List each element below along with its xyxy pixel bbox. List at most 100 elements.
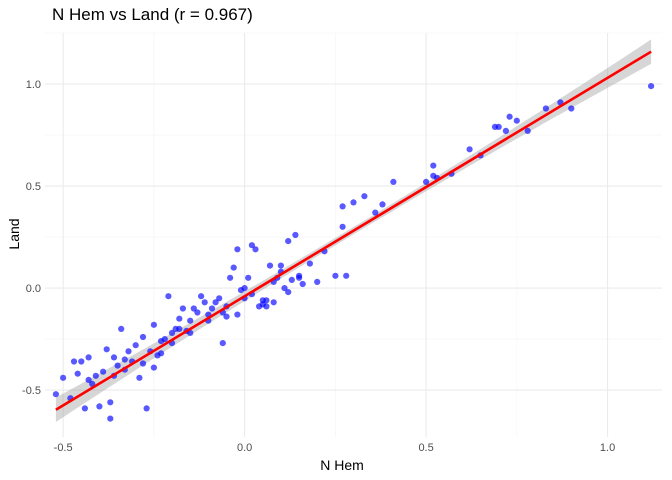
data-point (430, 172, 437, 179)
data-point (85, 354, 92, 361)
data-point (92, 372, 99, 379)
data-point (292, 231, 299, 239)
y-tick-label: 1.0 (26, 79, 41, 91)
data-point (299, 280, 306, 288)
data-point (506, 113, 513, 120)
y-axis-title: Land (6, 218, 22, 249)
data-point (201, 299, 208, 306)
data-point (179, 305, 186, 312)
data-point (143, 405, 150, 412)
data-point (158, 350, 165, 357)
data-point (372, 209, 379, 216)
data-point (513, 117, 520, 124)
data-point (234, 246, 241, 253)
fit-line-group (55, 50, 652, 411)
y-tick-label: -0.5 (22, 385, 41, 397)
data-point (194, 309, 201, 316)
data-point (259, 297, 266, 304)
data-point (281, 285, 288, 292)
data-point (114, 362, 121, 369)
data-point (85, 376, 92, 383)
fit-line (55, 50, 652, 411)
data-point (132, 342, 139, 349)
x-tick-label: -0.5 (54, 442, 73, 454)
data-point (81, 405, 88, 412)
data-point (234, 311, 241, 318)
data-point (230, 264, 237, 271)
data-point (96, 403, 103, 410)
data-point (70, 358, 78, 365)
data-point (466, 146, 473, 153)
data-point (379, 201, 386, 208)
data-point (227, 274, 234, 281)
data-point (136, 374, 143, 381)
data-point (285, 238, 292, 245)
data-point (288, 276, 295, 283)
data-point (118, 325, 125, 332)
data-point (150, 321, 157, 328)
data-point (339, 203, 346, 210)
x-tick-label: 1.0 (600, 442, 615, 454)
data-point (339, 223, 346, 230)
data-point (343, 272, 350, 279)
data-point (266, 262, 274, 269)
chart-title: N Hem vs Land (r = 0.967) (52, 5, 253, 24)
data-point (168, 329, 176, 336)
data-point (74, 370, 81, 377)
data-point (121, 356, 128, 363)
data-point (176, 325, 183, 332)
data-point (150, 364, 157, 371)
data-point (161, 336, 168, 343)
data-point (165, 293, 172, 300)
data-point (60, 374, 67, 381)
data-point (78, 358, 85, 365)
data-point (430, 162, 437, 169)
y-tick-label: 0.5 (26, 181, 41, 193)
data-point (187, 317, 194, 324)
data-point (198, 293, 205, 300)
data-point (223, 313, 230, 320)
data-point (568, 105, 575, 112)
data-point (241, 285, 248, 292)
data-point (306, 260, 313, 267)
data-point (524, 127, 531, 134)
data-point (107, 415, 114, 422)
data-points (52, 83, 655, 422)
data-point (219, 340, 226, 347)
data-point (648, 83, 655, 90)
data-point (100, 368, 107, 375)
data-point (314, 278, 321, 285)
data-point (190, 305, 197, 312)
data-point (139, 333, 147, 341)
data-point (208, 305, 216, 312)
data-point (332, 272, 339, 279)
data-point (52, 391, 60, 398)
x-tick-label: 0.5 (418, 442, 433, 454)
data-point (277, 262, 284, 269)
data-point (125, 348, 132, 355)
data-point (502, 127, 509, 134)
data-point (350, 199, 357, 206)
data-point (107, 399, 114, 406)
data-point (361, 193, 368, 200)
data-point (263, 303, 270, 310)
data-point (285, 289, 292, 296)
data-point (110, 354, 118, 361)
x-tick-label: 0.0 (237, 442, 252, 454)
y-tick-label: 0.0 (26, 283, 41, 295)
data-point (245, 274, 252, 281)
data-point (390, 178, 397, 185)
data-point (248, 242, 255, 249)
data-point (542, 105, 550, 112)
data-point (216, 295, 223, 302)
data-point (176, 315, 183, 322)
data-point (252, 246, 259, 253)
tick-labels: -0.5 0.0 0.5 1.0 -0.5 0.0 0.5 1.0 (22, 79, 615, 454)
data-point (139, 360, 147, 367)
data-point (495, 123, 502, 130)
x-axis-title: N Hem (320, 457, 364, 473)
data-point (103, 346, 110, 353)
data-point (212, 299, 219, 306)
data-point (270, 299, 277, 306)
